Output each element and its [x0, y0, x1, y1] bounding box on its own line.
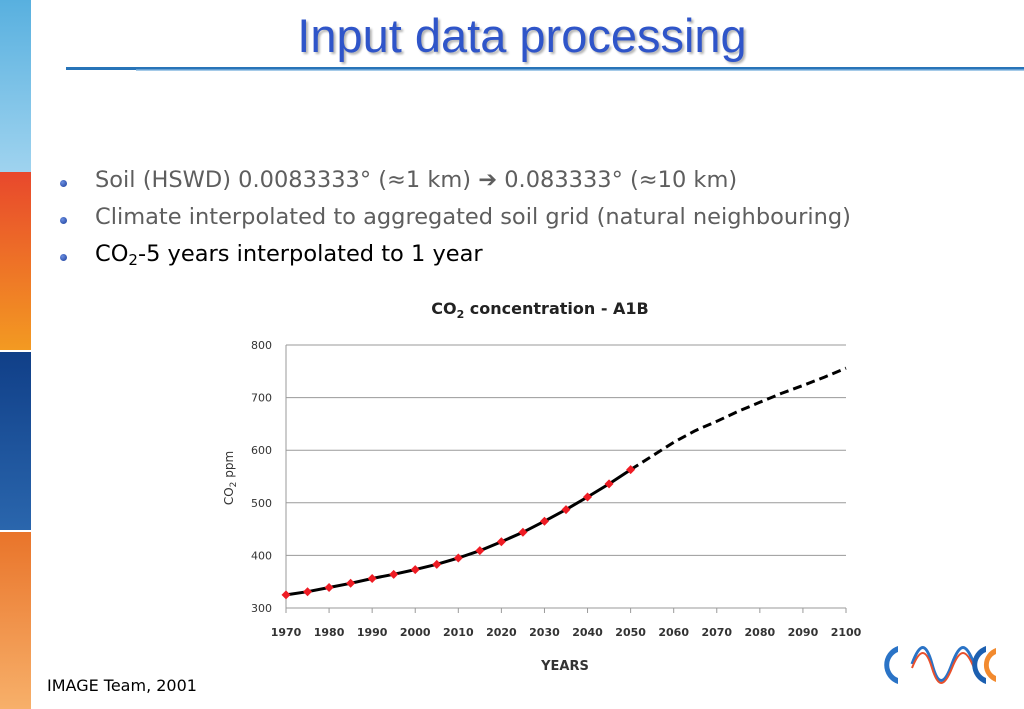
data-point-1970 [281, 590, 291, 600]
source-credit: IMAGE Team, 2001 [47, 676, 197, 695]
band-segment-orange [0, 532, 31, 709]
data-point-1985 [346, 578, 356, 588]
x-axis-label: YEARS [540, 659, 589, 674]
data-point-2020 [496, 537, 506, 547]
bullet-dot-icon [60, 217, 67, 224]
data-point-2025 [518, 527, 528, 537]
series-line-interpolated [285, 468, 632, 597]
data-point-1995 [389, 569, 399, 579]
data-point-2030 [539, 516, 549, 526]
bullet-text: Soil (HSWD) 0.0083333° (≈1 km) ➔ 0.08333… [95, 167, 738, 193]
bullet-item-co2: CO2-5 years interpolated to 1 year [60, 236, 851, 273]
data-point-1975 [303, 587, 313, 597]
y-tick-label: 300 [251, 602, 272, 615]
x-tick-label: 2030 [529, 626, 560, 639]
series-line-projection [629, 366, 847, 471]
band-segment-light-blue [0, 0, 31, 172]
bullet-item-soil: Soil (HSWD) 0.0083333° (≈1 km) ➔ 0.08333… [60, 162, 851, 199]
stylized-wave-logo-icon [884, 646, 996, 684]
x-tick-label: 1970 [271, 626, 302, 639]
y-tick-label: 600 [251, 444, 272, 457]
y-tick-label: 800 [251, 339, 272, 352]
x-tick-label: 2040 [572, 626, 603, 639]
bullet-dot-icon [60, 254, 67, 261]
data-point-2005 [432, 559, 442, 569]
x-tick-label: 2000 [400, 626, 431, 639]
bullet-list: Soil (HSWD) 0.0083333° (≈1 km) ➔ 0.08333… [60, 162, 851, 273]
data-point-2050 [626, 465, 636, 475]
band-segment-dark-blue [0, 352, 31, 530]
y-tick-label: 400 [251, 549, 272, 562]
data-point-1990 [367, 574, 377, 584]
title-underline [66, 67, 1024, 72]
data-point-1980 [324, 582, 334, 592]
x-tick-label: 2070 [701, 626, 732, 639]
y-tick-label: 700 [251, 392, 272, 405]
x-tick-label: 2090 [788, 626, 819, 639]
bullet-text-subscript: 2 [128, 251, 138, 269]
slide-title: Input data processing [297, 9, 747, 62]
y-tick-label: 500 [251, 497, 272, 510]
band-segment-red-orange [0, 172, 31, 350]
y-axis-label: CO2 ppm [222, 451, 239, 505]
x-tick-label: 2080 [745, 626, 776, 639]
bullet-dot-icon [60, 180, 67, 187]
data-point-2010 [453, 553, 463, 563]
x-tick-label: 2050 [615, 626, 646, 639]
side-color-band [0, 0, 31, 709]
x-tick-label: 1980 [314, 626, 345, 639]
data-point-2045 [604, 479, 614, 489]
x-tick-label: 2100 [831, 626, 862, 639]
bullet-text: Climate interpolated to aggregated soil … [95, 204, 851, 230]
x-tick-label: 2010 [443, 626, 474, 639]
x-tick-label: 2020 [486, 626, 517, 639]
bullet-item-climate: Climate interpolated to aggregated soil … [60, 199, 851, 236]
x-tick-label: 2060 [658, 626, 689, 639]
x-tick-label: 1990 [357, 626, 388, 639]
chart-series-lines [285, 366, 847, 597]
data-point-2000 [410, 565, 420, 575]
co2-line-chart: CO2 concentration - A1B 300 400 500 600 700 8… [222, 299, 862, 674]
data-point-2040 [583, 492, 593, 502]
y-axis-ticks: 300 400 500 600 700 800 [251, 339, 272, 615]
chart-series-markers [281, 465, 636, 600]
data-point-2035 [561, 505, 571, 515]
x-axis-ticks: 1970 1980 1990 2000 2010 2020 2030 2040 2050 2060… [271, 608, 862, 639]
data-point-2015 [475, 546, 485, 556]
bullet-text-prefix: CO [95, 241, 129, 267]
chart-title: CO2 concentration - A1B [431, 299, 649, 321]
bullet-text-suffix: -5 years interpolated to 1 year [137, 241, 483, 267]
chart-gridlines [285, 344, 846, 609]
